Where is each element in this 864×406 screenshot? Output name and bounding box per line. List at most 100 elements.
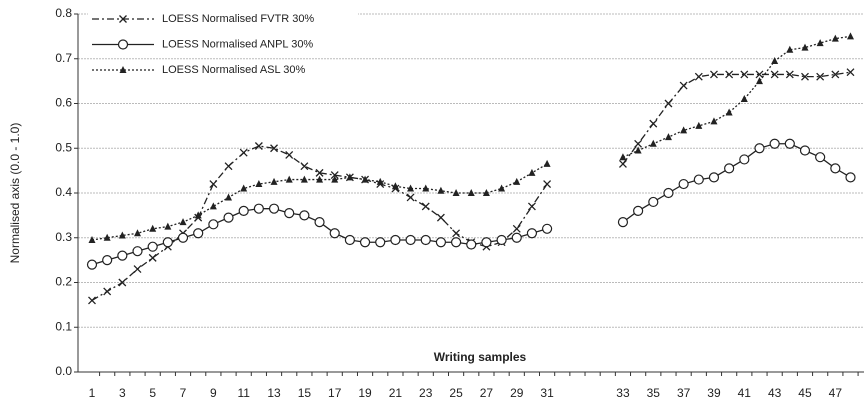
legend-label: LOESS Normalised FVTR 30% [162, 13, 314, 25]
point [739, 154, 750, 165]
point [86, 259, 98, 270]
point [754, 143, 765, 154]
point [543, 180, 552, 189]
point [88, 235, 96, 243]
x-tick-label: 13 [267, 386, 281, 400]
point [649, 119, 658, 128]
point [133, 265, 142, 274]
point [710, 70, 718, 79]
point [331, 175, 339, 183]
x-tick-label: 25 [449, 386, 463, 400]
point [270, 144, 278, 153]
legend-marker [119, 66, 127, 73]
point [102, 255, 113, 266]
point [649, 139, 657, 147]
point [740, 70, 749, 79]
point [103, 233, 111, 241]
y-tick-label: 0.1 [55, 319, 72, 333]
point [177, 232, 189, 243]
point [390, 234, 401, 246]
x-tick-label: 37 [677, 386, 691, 400]
x-tick-label: 19 [358, 386, 372, 400]
point [541, 223, 553, 234]
y-tick-label: 0.7 [55, 51, 72, 65]
point [316, 175, 324, 183]
x-tick-label: 7 [180, 386, 187, 400]
point [407, 184, 415, 192]
y-axis-label: Normalised axis (0.0 - 1.0) [8, 123, 22, 264]
point [240, 184, 248, 192]
point [361, 175, 369, 183]
y-tick-label: 0.8 [55, 6, 72, 20]
point [801, 43, 809, 51]
point [784, 138, 795, 149]
point [664, 133, 672, 141]
point [376, 177, 384, 185]
point [346, 173, 354, 181]
x-tick-label: 29 [510, 386, 524, 400]
legend-marker [119, 15, 127, 23]
point [619, 153, 627, 161]
point [617, 216, 629, 228]
point [452, 189, 460, 196]
point [648, 196, 659, 208]
point [118, 231, 126, 239]
point [209, 202, 217, 210]
x-tick-label: 41 [738, 386, 752, 400]
point [437, 186, 445, 194]
point [678, 178, 689, 190]
y-tick-label: 0.6 [55, 96, 72, 110]
point [134, 229, 142, 237]
point [527, 202, 536, 211]
point [799, 145, 811, 156]
x-tick-label: 35 [647, 386, 661, 400]
point [103, 287, 112, 296]
point [815, 152, 826, 163]
y-tick-label: 0.0 [55, 364, 72, 378]
point [467, 189, 475, 196]
point [512, 224, 521, 233]
point [284, 208, 295, 219]
point [117, 250, 128, 261]
x-tick-label: 33 [616, 386, 630, 400]
x-tick-label: 39 [707, 386, 721, 400]
point [663, 187, 674, 199]
point [785, 70, 794, 79]
legend-marker [117, 39, 129, 50]
point [285, 151, 294, 159]
point [406, 193, 415, 202]
point [209, 180, 218, 189]
point [755, 70, 764, 79]
point [633, 205, 644, 216]
legend-bg [88, 9, 358, 29]
point [618, 159, 627, 168]
point [422, 184, 430, 192]
point [831, 34, 839, 42]
point [148, 253, 157, 262]
point [179, 218, 187, 226]
point [147, 241, 158, 252]
point [543, 159, 551, 167]
point [225, 193, 233, 201]
point [208, 219, 219, 230]
x-tick-label: 17 [328, 386, 342, 400]
point [255, 180, 263, 188]
point [816, 72, 825, 81]
point [132, 246, 143, 257]
point [845, 172, 856, 183]
point [118, 278, 127, 287]
point [847, 32, 854, 40]
point [634, 139, 643, 148]
y-tick-label: 0.2 [55, 275, 72, 289]
point [740, 95, 748, 103]
point [771, 56, 779, 64]
point [436, 213, 445, 222]
point [816, 39, 824, 47]
y-tick-label: 0.5 [55, 140, 72, 154]
point [694, 72, 703, 81]
point [149, 224, 157, 232]
point [238, 205, 249, 216]
point [164, 222, 172, 230]
legend-bg [88, 34, 358, 55]
